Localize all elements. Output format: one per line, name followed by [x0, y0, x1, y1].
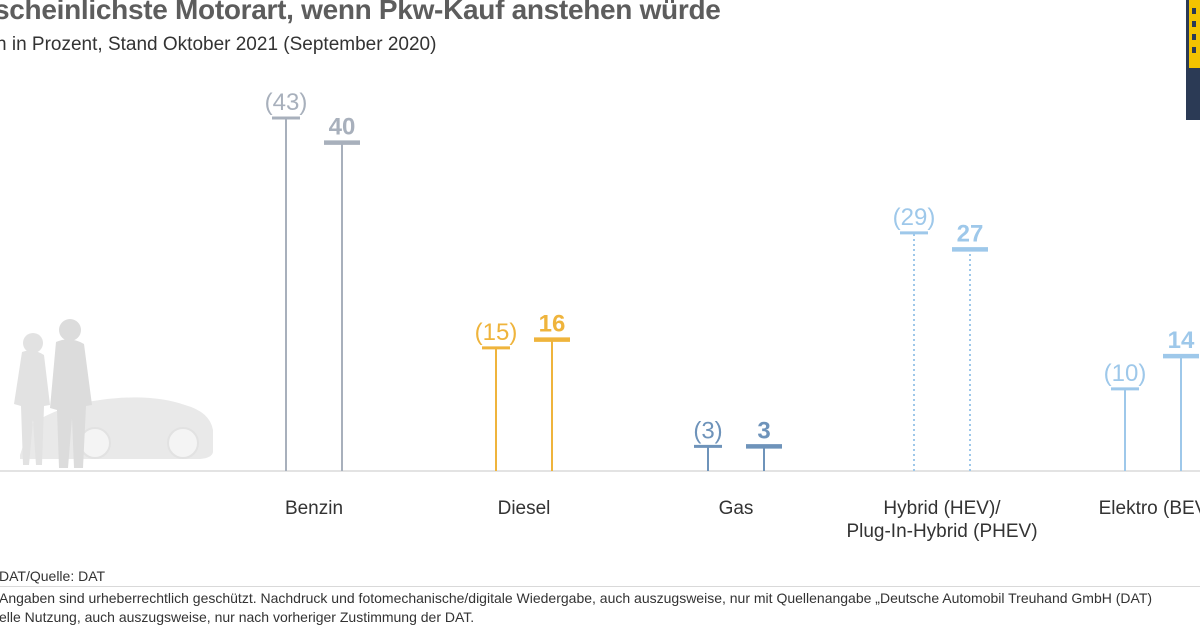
value-label-curr-1: 16: [539, 311, 566, 338]
dat-logo-icon: [1186, 0, 1200, 120]
value-label-prev-1: (15): [475, 319, 518, 346]
category-label-3-0: Hybrid (HEV)/: [883, 498, 1001, 519]
value-label-curr-0: 40: [329, 114, 356, 141]
man-silhouette: [50, 319, 92, 468]
footer-source: DAT/Quelle: DAT: [0, 568, 106, 584]
lollipop-chart: (43) 40 Benzin (15) 16 Diesel (3) 3 Gas (29) 27 Hyb…: [0, 89, 1200, 542]
value-label-prev-2: (3): [693, 417, 722, 444]
value-label-prev-4: (10): [1104, 360, 1147, 387]
woman-silhouette: [14, 333, 50, 465]
category-label-4-0: Elektro (BEV: [1099, 498, 1200, 519]
category-label-0-0: Benzin: [285, 498, 343, 519]
value-label-prev-0: (43): [265, 89, 308, 116]
footer-copyright-line1: Angaben sind urheberrechtlich geschützt.…: [0, 590, 1153, 606]
category-label-1-0: Diesel: [498, 498, 551, 519]
category-label-2-0: Gas: [719, 498, 754, 519]
car-wheel-front: [167, 427, 199, 459]
value-label-curr-4: 14: [1168, 327, 1195, 354]
chart-subtitle: n in Prozent, Stand Oktober 2021 (Septem…: [0, 34, 437, 55]
couple-and-car-silhouette-icon: [14, 319, 213, 468]
category-label-3-1: Plug-In-Hybrid (PHEV): [846, 521, 1037, 542]
footer-divider: [0, 586, 1200, 587]
chart-title: scheinlichste Motorart, wenn Pkw-Kauf an…: [0, 0, 721, 25]
footer-copyright-line2: elle Nutzung, auch auszugsweise, nur nac…: [0, 609, 475, 625]
value-label-prev-3: (29): [893, 204, 936, 231]
value-label-curr-3: 27: [957, 220, 984, 247]
chart-marks: (43) 40 Benzin (15) 16 Diesel (3) 3 Gas (29) 27 Hyb…: [265, 89, 1200, 542]
value-label-curr-2: 3: [757, 417, 770, 444]
